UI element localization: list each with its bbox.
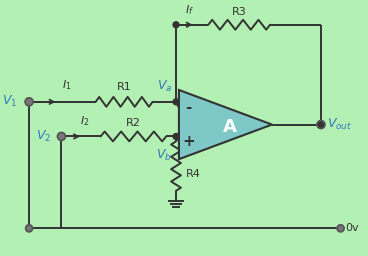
Text: A: A [223,118,237,135]
Text: $V_b$: $V_b$ [156,148,172,163]
Text: 0v: 0v [346,223,359,233]
Text: $V_a$: $V_a$ [157,79,172,94]
Circle shape [173,22,179,28]
Circle shape [173,99,179,105]
Text: R4: R4 [186,169,201,179]
Circle shape [26,225,32,232]
Polygon shape [179,90,272,159]
Circle shape [318,122,324,127]
Text: R1: R1 [117,82,131,92]
Text: $V_2$: $V_2$ [36,129,52,144]
Text: R2: R2 [126,118,141,127]
Text: -: - [185,100,192,115]
Circle shape [173,133,179,140]
Text: $V_1$: $V_1$ [2,94,17,109]
Circle shape [25,98,33,106]
Text: $I_1$: $I_1$ [61,78,71,92]
Text: R3: R3 [232,7,247,17]
Text: $I_f$: $I_f$ [185,3,194,17]
Text: +: + [183,134,195,149]
Circle shape [317,121,325,129]
Text: $I_2$: $I_2$ [80,114,90,127]
Circle shape [337,225,344,232]
Circle shape [57,132,66,140]
Text: $V_{out}$: $V_{out}$ [327,117,352,132]
